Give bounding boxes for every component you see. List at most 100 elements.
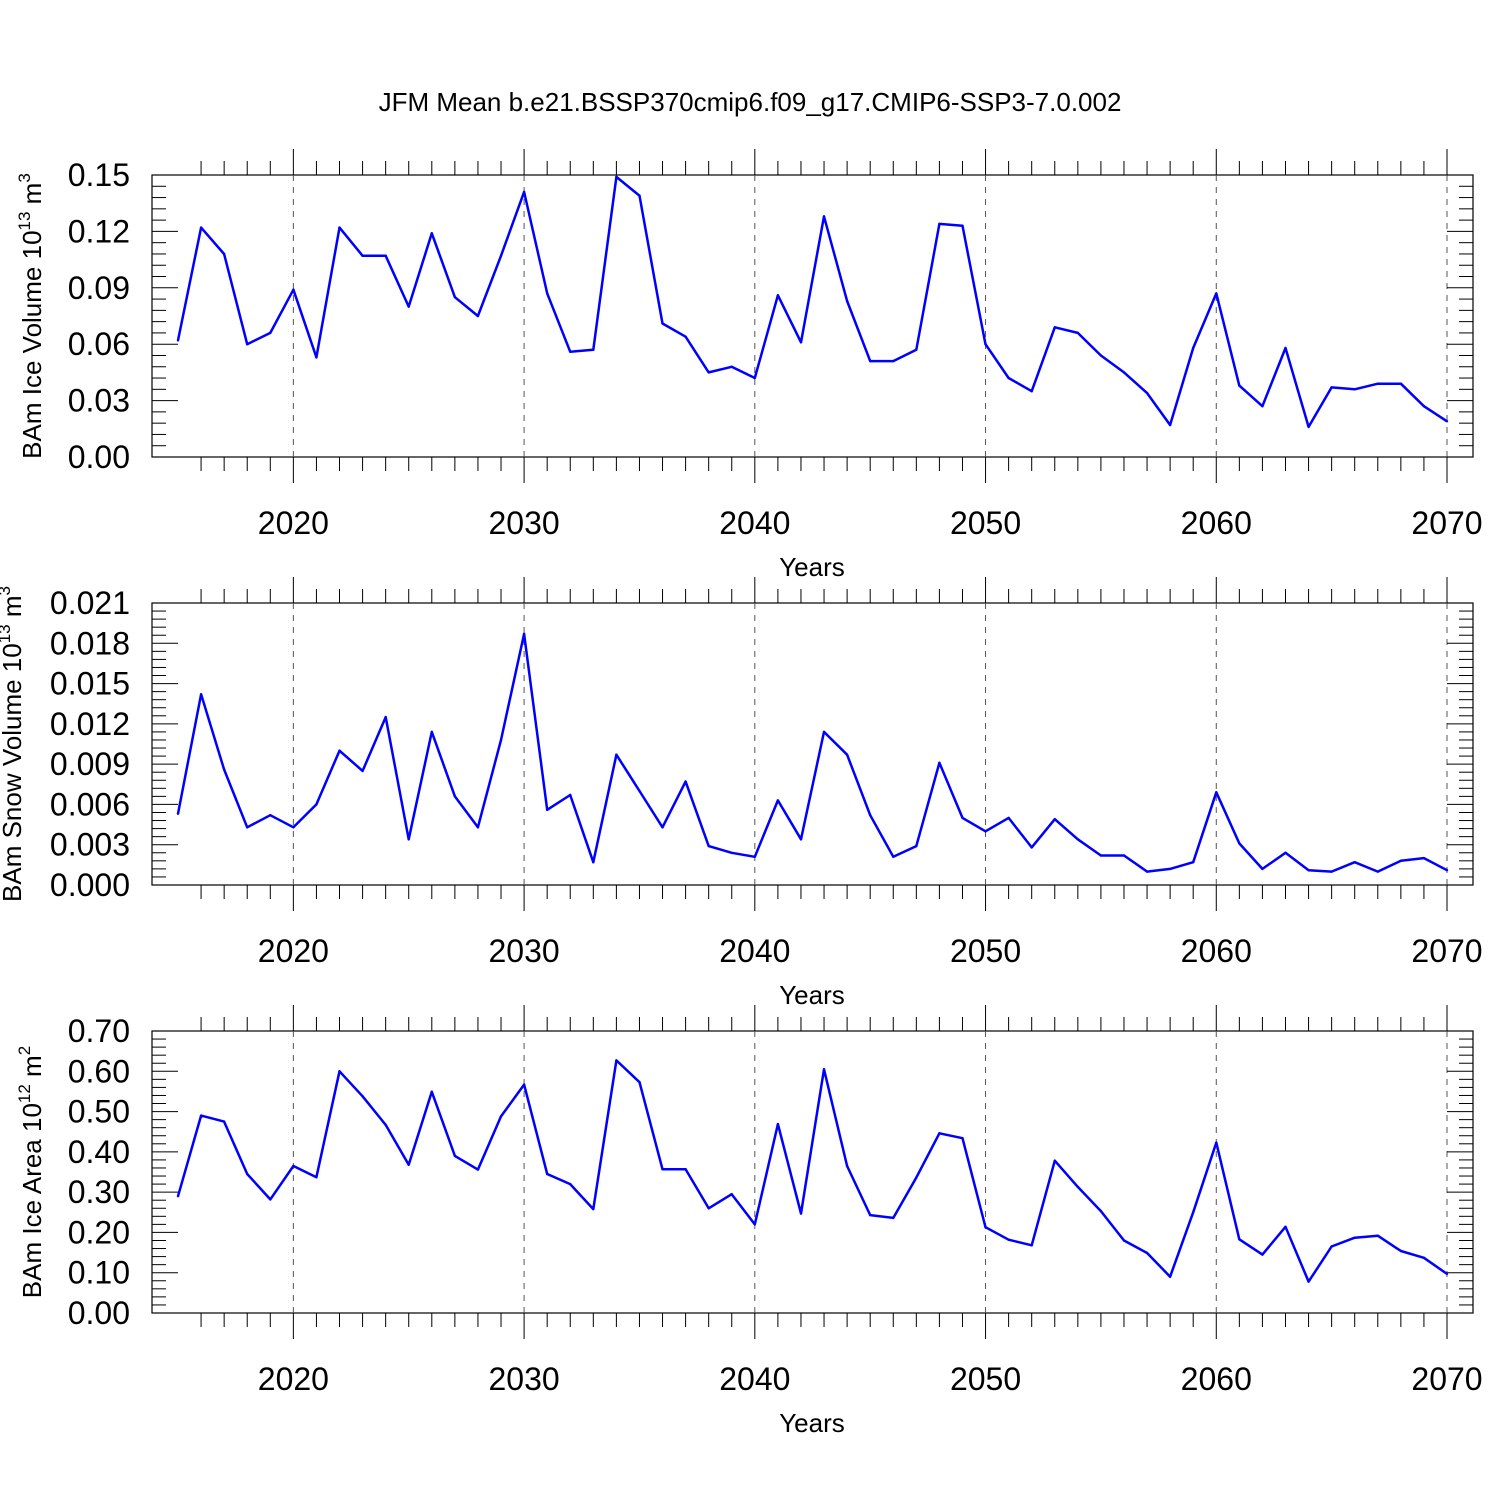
data-point xyxy=(1330,870,1333,873)
y-axis-label: BAm Ice Volume 1013 m3 xyxy=(15,173,47,459)
data-point xyxy=(1284,1225,1287,1229)
y-axis-label-superscript: 3 xyxy=(0,586,14,595)
data-point xyxy=(707,371,710,374)
data-point xyxy=(915,1176,918,1179)
x-tick-label: 2040 xyxy=(719,933,790,969)
y-axis-label-text: m xyxy=(17,1055,47,1084)
data-point xyxy=(961,1137,964,1140)
y-tick-label: 0.70 xyxy=(68,1013,130,1049)
data-point xyxy=(1122,371,1126,374)
data-point xyxy=(1192,346,1195,350)
y-axis-label-text: BAm Snow Volume 10 xyxy=(0,643,27,902)
y-axis-label: BAm Ice Area 1012 m2 xyxy=(15,1046,47,1298)
data-point xyxy=(269,814,272,817)
data-point xyxy=(1145,391,1149,395)
data-point xyxy=(338,226,341,229)
data-point xyxy=(1422,856,1426,860)
data-point xyxy=(684,335,687,338)
y-tick-label: 0.009 xyxy=(50,746,130,782)
data-point xyxy=(546,292,549,295)
data-point xyxy=(799,838,803,841)
y-tick-label: 0.20 xyxy=(68,1214,130,1250)
data-point xyxy=(1399,859,1403,862)
data-point xyxy=(361,254,364,257)
data-point xyxy=(615,175,618,179)
panel-2: 2020 2030 2040 2050 2060 2070 0.000 0.003 0.006 0… xyxy=(0,577,1483,1010)
data-point xyxy=(892,1216,895,1220)
data-point xyxy=(315,356,318,359)
data-point xyxy=(361,769,364,773)
data-point xyxy=(1192,1211,1195,1214)
data-point xyxy=(176,812,180,815)
x-tick-label: 2040 xyxy=(719,505,790,541)
y-axis-label-superscript: 3 xyxy=(15,173,34,182)
data-point xyxy=(1122,854,1126,857)
data-point xyxy=(1168,1275,1172,1278)
data-point xyxy=(1007,1238,1010,1241)
y-axis-label-text: BAm Ice Volume 10 xyxy=(17,230,47,458)
data-point xyxy=(569,793,572,797)
chart-title: JFM Mean b.e21.BSSP370cmip6.f09_g17.CMIP… xyxy=(379,87,1122,117)
data-point xyxy=(453,795,457,798)
data-point xyxy=(499,254,503,257)
y-axis-label-text: m xyxy=(0,595,27,624)
data-point xyxy=(730,365,733,368)
plot-frame xyxy=(151,174,1474,458)
data-point xyxy=(984,830,987,833)
data-point xyxy=(753,376,756,380)
data-point xyxy=(799,341,803,344)
data-point xyxy=(1445,420,1449,423)
data-point xyxy=(1099,1209,1103,1213)
panel-3: 2020 2030 2040 2050 2060 2070 0.00 0.10 0.20 0.30… xyxy=(15,1005,1483,1438)
data-point xyxy=(1030,390,1033,393)
data-point xyxy=(292,1164,295,1168)
data-point xyxy=(522,190,526,194)
data-point xyxy=(1076,1185,1080,1189)
data-point xyxy=(776,799,780,802)
data-point xyxy=(684,1168,687,1171)
data-point xyxy=(938,1132,941,1135)
y-axis-label-superscript: 12 xyxy=(15,1084,34,1103)
data-point xyxy=(222,252,226,256)
y-axis-label-text: m xyxy=(17,183,47,212)
data-point xyxy=(1145,870,1149,873)
y-tick-label: 0.60 xyxy=(68,1053,130,1089)
data-point xyxy=(246,1172,249,1176)
data-point xyxy=(938,222,941,226)
data-point xyxy=(1215,1141,1218,1144)
data-point xyxy=(1376,382,1380,385)
data-point xyxy=(430,1090,433,1094)
data-point xyxy=(1284,851,1287,854)
data-point xyxy=(1238,842,1241,845)
y-axis-label: BAm Snow Volume 1013 m3 xyxy=(0,586,27,902)
data-point xyxy=(1330,1245,1333,1248)
data-point xyxy=(1376,1234,1380,1237)
x-tick-label: 2070 xyxy=(1411,1361,1482,1397)
data-point xyxy=(892,359,895,363)
data-point xyxy=(869,359,872,363)
data-point xyxy=(499,738,503,742)
data-point xyxy=(222,1120,226,1123)
data-point xyxy=(453,296,457,299)
y-tick-label: 0.021 xyxy=(50,585,130,621)
data-point xyxy=(315,1176,318,1179)
data-point xyxy=(776,294,780,297)
data-point xyxy=(176,1195,180,1198)
y-tick-label: 0.015 xyxy=(50,666,130,702)
data-point xyxy=(753,1223,756,1226)
y-tick-label: 0.50 xyxy=(68,1094,130,1130)
x-tick-label: 2050 xyxy=(950,505,1021,541)
data-point xyxy=(522,1083,526,1086)
data-point xyxy=(1053,818,1057,821)
data-point xyxy=(915,844,918,848)
data-point xyxy=(869,1213,872,1217)
series-line xyxy=(176,632,1448,873)
x-axis-label: Years xyxy=(779,980,845,1010)
series-line xyxy=(176,175,1448,429)
y-tick-label: 0.03 xyxy=(68,383,130,419)
x-tick-label: 2020 xyxy=(258,1361,329,1397)
x-tick-label: 2070 xyxy=(1411,505,1482,541)
data-point xyxy=(638,789,641,793)
data-point xyxy=(1307,869,1310,872)
